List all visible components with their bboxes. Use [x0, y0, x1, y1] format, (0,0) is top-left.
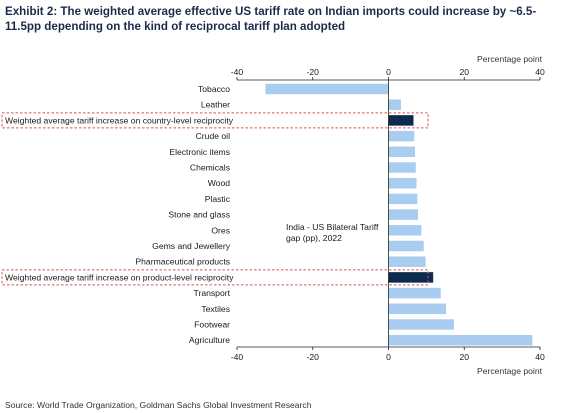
bar — [388, 287, 441, 299]
annotation-line: gap (pp), 2022 — [286, 233, 342, 243]
x-tick-label-top: 40 — [535, 67, 545, 77]
x-tick-label-bottom: 20 — [459, 352, 469, 362]
x-tick-label-top: 0 — [386, 67, 391, 77]
chart-title: Exhibit 2: The weighted average effectiv… — [5, 5, 537, 33]
highlight-box — [1, 269, 429, 286]
bar — [388, 162, 416, 173]
bar — [388, 146, 416, 158]
category-label: Leather — [201, 100, 230, 110]
category-label: Textiles — [201, 304, 230, 314]
x-tick-label-bottom: 40 — [535, 352, 545, 362]
bar — [388, 225, 422, 236]
annotation-line: India - US Bilateral Tariff — [286, 222, 379, 232]
x-tick-label-top: -20 — [307, 67, 320, 77]
category-label: Ores — [211, 225, 230, 235]
category-label: Plastic — [205, 194, 231, 204]
bar — [388, 209, 419, 220]
x-tick-label-bottom: -20 — [307, 352, 320, 362]
axes-group: -40 -40 -20 -20 0 0 20 20 40 40 — [231, 67, 545, 362]
bar — [388, 256, 426, 267]
category-label: Stone and glass — [168, 210, 230, 220]
category-labels-group: Tobacco Leather Weighted average tariff in… — [1, 84, 429, 345]
bar — [388, 240, 424, 252]
highlight-box — [1, 112, 429, 129]
bar — [388, 319, 455, 330]
bars-group — [265, 83, 533, 346]
bar — [388, 303, 447, 315]
bar — [388, 99, 401, 110]
category-label: Weighted average tariff increase on coun… — [5, 115, 234, 125]
x-tick-label-bottom: -40 — [231, 352, 244, 362]
bar — [388, 272, 434, 283]
bar — [265, 83, 389, 95]
category-label: Gems and Jewellery — [152, 241, 231, 251]
category-label: Chemicals — [190, 163, 230, 173]
category-label: Electronic items — [169, 147, 230, 157]
bar — [388, 193, 418, 205]
category-label: Pharmaceutical products — [135, 257, 230, 267]
x-tick-label-top: 20 — [459, 67, 469, 77]
category-label: Weighted average tariff increase on prod… — [5, 272, 234, 282]
bar — [388, 115, 414, 126]
x-axis-label-top: Percentage point — [477, 54, 543, 64]
x-axis-label-bottom: Percentage point — [477, 366, 543, 376]
category-label: Agriculture — [189, 335, 230, 345]
x-tick-label-top: -40 — [231, 67, 244, 77]
category-label: Wood — [208, 178, 231, 188]
category-label: Tobacco — [198, 84, 230, 94]
category-label: Crude oil — [196, 131, 230, 141]
bar — [388, 334, 533, 346]
bar — [388, 130, 415, 142]
source-note: Source: World Trade Organization, Goldma… — [5, 400, 312, 410]
bar — [388, 177, 417, 189]
chart-annotation: India - US Bilateral Tariff gap (pp), 202… — [286, 222, 379, 243]
category-label: Footwear — [194, 320, 230, 330]
x-tick-label-bottom: 0 — [386, 352, 391, 362]
category-label: Transport — [194, 288, 231, 298]
